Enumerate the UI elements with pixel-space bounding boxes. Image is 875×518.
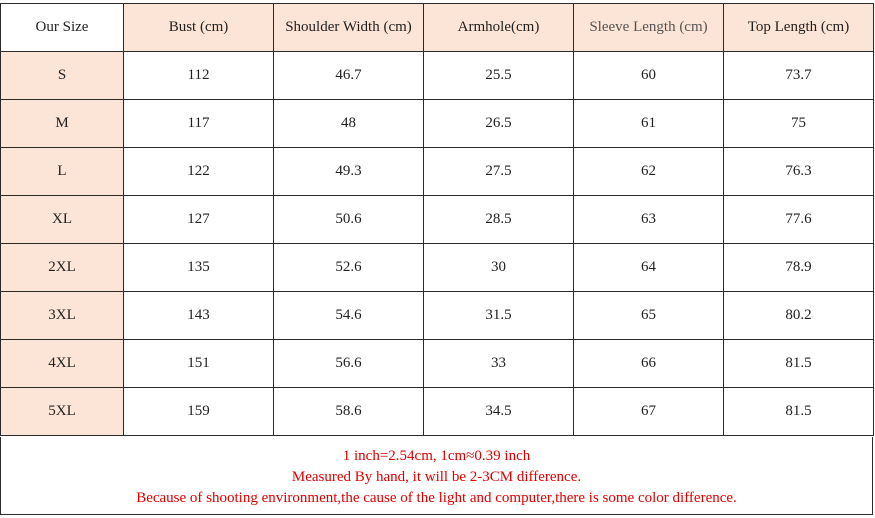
bust-value: 151 [123, 339, 274, 388]
top-length-value: 80.2 [723, 291, 874, 340]
note-conversion: 1 inch=2.54cm, 1cm≈0.39 inch [342, 448, 531, 464]
header-shoulder-width: Shoulder Width (cm) [273, 3, 424, 52]
armhole-value: 28.5 [423, 195, 574, 244]
size-label: 2XL [0, 243, 124, 292]
top-length-value: 77.6 [723, 195, 874, 244]
sleeve-length-value: 63 [573, 195, 724, 244]
bust-value: 117 [123, 99, 274, 148]
top-length-value: 76.3 [723, 147, 874, 196]
shoulder-width-value: 54.6 [273, 291, 424, 340]
armhole-value: 31.5 [423, 291, 574, 340]
header-our-size: Our Size [0, 3, 124, 52]
header-sleeve-length: Sleeve Length (cm) [573, 3, 724, 52]
top-length-value: 81.5 [723, 339, 874, 388]
bust-value: 122 [123, 147, 274, 196]
shoulder-width-value: 50.6 [273, 195, 424, 244]
armhole-value: 27.5 [423, 147, 574, 196]
size-label: 5XL [0, 387, 124, 436]
header-row: Our Size Bust (cm) Shoulder Width (cm) A… [0, 3, 874, 52]
table-row: M 117 48 26.5 61 75 [0, 99, 874, 148]
table-row: 2XL 135 52.6 30 64 78.9 [0, 243, 874, 292]
top-length-value: 81.5 [723, 387, 874, 436]
bust-value: 127 [123, 195, 274, 244]
table-row: 5XL 159 58.6 34.5 67 81.5 [0, 387, 874, 436]
header-armhole: Armhole(cm) [423, 3, 574, 52]
armhole-value: 30 [423, 243, 574, 292]
size-label: S [0, 51, 124, 100]
note-measurement: Measured By hand, it will be 2-3CM diffe… [291, 469, 582, 485]
sleeve-length-value: 66 [573, 339, 724, 388]
bust-value: 112 [123, 51, 274, 100]
size-label: 3XL [0, 291, 124, 340]
bust-value: 143 [123, 291, 274, 340]
sleeve-length-value: 65 [573, 291, 724, 340]
size-table: Our Size Bust (cm) Shoulder Width (cm) A… [0, 3, 874, 436]
shoulder-width-value: 58.6 [273, 387, 424, 436]
bust-value: 159 [123, 387, 274, 436]
notes-box: 1 inch=2.54cm, 1cm≈0.39 inch Measured By… [0, 437, 873, 515]
table-row: S 112 46.7 25.5 60 73.7 [0, 51, 874, 100]
sleeve-length-value: 64 [573, 243, 724, 292]
bust-value: 135 [123, 243, 274, 292]
sleeve-length-value: 67 [573, 387, 724, 436]
armhole-value: 25.5 [423, 51, 574, 100]
sleeve-length-value: 62 [573, 147, 724, 196]
table-row: XL 127 50.6 28.5 63 77.6 [0, 195, 874, 244]
table-row: 4XL 151 56.6 33 66 81.5 [0, 339, 874, 388]
sleeve-length-value: 61 [573, 99, 724, 148]
armhole-value: 34.5 [423, 387, 574, 436]
shoulder-width-value: 52.6 [273, 243, 424, 292]
shoulder-width-value: 48 [273, 99, 424, 148]
armhole-value: 33 [423, 339, 574, 388]
size-label: 4XL [0, 339, 124, 388]
size-label: XL [0, 195, 124, 244]
size-label: L [0, 147, 124, 196]
note-color-difference: Because of shooting environment,the caus… [136, 490, 737, 506]
armhole-value: 26.5 [423, 99, 574, 148]
sleeve-length-value: 60 [573, 51, 724, 100]
header-bust: Bust (cm) [123, 3, 274, 52]
table-row: L 122 49.3 27.5 62 76.3 [0, 147, 874, 196]
shoulder-width-value: 46.7 [273, 51, 424, 100]
size-label: M [0, 99, 124, 148]
top-length-value: 78.9 [723, 243, 874, 292]
top-length-value: 73.7 [723, 51, 874, 100]
top-length-value: 75 [723, 99, 874, 148]
table-row: 3XL 143 54.6 31.5 65 80.2 [0, 291, 874, 340]
shoulder-width-value: 56.6 [273, 339, 424, 388]
header-top-length: Top Length (cm) [723, 3, 874, 52]
shoulder-width-value: 49.3 [273, 147, 424, 196]
